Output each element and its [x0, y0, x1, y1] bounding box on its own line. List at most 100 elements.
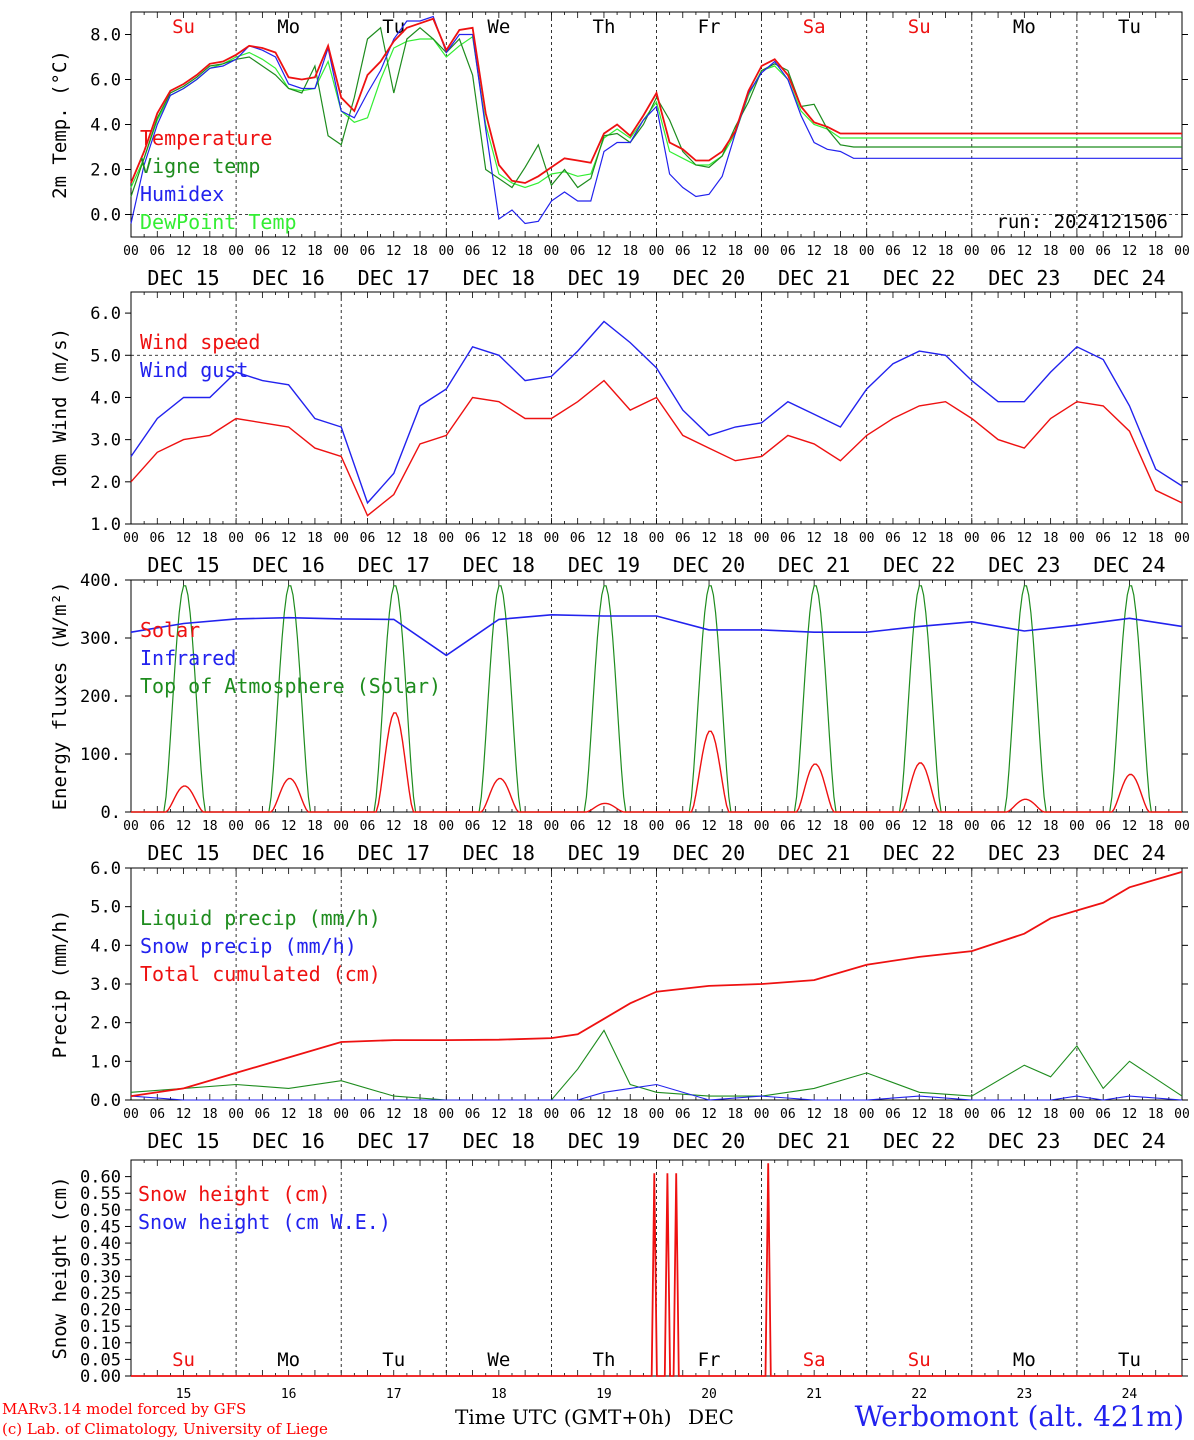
hour-tick-label: 00	[964, 1107, 980, 1122]
y-tick-label: 5.0	[90, 346, 121, 366]
hour-tick-label: 06	[465, 531, 481, 546]
date-label: DEC 18	[463, 266, 535, 290]
y-tick-label: 0.05	[80, 1350, 121, 1370]
date-label: DEC 23	[988, 841, 1060, 865]
hour-tick-label: 12	[491, 244, 507, 259]
hour-tick-label: 00	[1069, 1107, 1085, 1122]
hour-tick-label: 00	[228, 244, 244, 259]
hour-tick-label: 18	[1148, 244, 1164, 259]
day-number-label: 22	[911, 1387, 927, 1402]
hour-tick-label: 06	[570, 819, 586, 834]
y-tick-label: 0.40	[80, 1234, 121, 1254]
hour-tick-label: 18	[622, 1107, 638, 1122]
hour-tick-label: 06	[570, 1107, 586, 1122]
legend-entry: Snow height (cm)	[138, 1182, 331, 1206]
date-label: DEC 15	[147, 553, 219, 577]
hour-tick-label: 06	[675, 531, 691, 546]
month-label: DEC	[688, 1405, 734, 1429]
hour-tick-label: 06	[780, 244, 796, 259]
hour-tick-label: 12	[386, 531, 402, 546]
weekday-label: Tu	[382, 1349, 405, 1371]
hour-tick-label: 12	[806, 819, 822, 834]
hour-tick-label: 06	[465, 1107, 481, 1122]
hour-tick-label: 12	[596, 819, 612, 834]
hour-tick-label: 18	[1148, 819, 1164, 834]
y-axis-label: Snow height (cm)	[49, 1176, 71, 1359]
hour-tick-label: 18	[307, 244, 323, 259]
hour-tick-label: 06	[990, 531, 1006, 546]
date-label: DEC 22	[883, 266, 955, 290]
hour-tick-label: 18	[727, 244, 743, 259]
y-tick-label: 0.30	[80, 1267, 121, 1287]
hour-tick-label: 06	[149, 819, 165, 834]
hour-tick-label: 00	[544, 1107, 560, 1122]
hour-tick-label: 00	[228, 819, 244, 834]
hour-tick-label: 18	[833, 819, 849, 834]
day-number-label: 15	[176, 1387, 192, 1402]
y-axis-label: Energy fluxes (W/m²)	[49, 582, 71, 811]
legend-entry: Snow height (cm W.E.)	[138, 1210, 391, 1234]
hour-tick-label: 06	[360, 244, 376, 259]
day-number-label: 19	[596, 1387, 612, 1402]
date-label: DEC 21	[778, 841, 850, 865]
hour-tick-label: 06	[990, 244, 1006, 259]
legend-entry: DewPoint Temp	[140, 210, 297, 234]
y-tick-label: 0.50	[80, 1201, 121, 1221]
legend-entry: Solar	[140, 618, 200, 642]
hour-tick-label: 12	[701, 531, 717, 546]
hour-tick-label: 18	[202, 1107, 218, 1122]
hour-tick-label: 12	[911, 531, 927, 546]
day-number-label: 21	[806, 1387, 822, 1402]
hour-tick-label: 06	[675, 244, 691, 259]
hour-tick-label: 12	[281, 531, 297, 546]
hour-tick-label: 12	[1122, 531, 1138, 546]
series-line	[130, 320, 1183, 505]
hour-tick-label: 00	[1069, 531, 1085, 546]
weekday-label: Tu	[1118, 16, 1141, 38]
date-label: DEC 19	[568, 553, 640, 577]
date-label: DEC 23	[988, 553, 1060, 577]
hour-tick-label: 18	[1043, 1107, 1059, 1122]
date-label: DEC 17	[358, 1129, 430, 1153]
series-line	[130, 17, 1182, 184]
hour-tick-label: 06	[465, 819, 481, 834]
hour-tick-label: 00	[1174, 1107, 1190, 1122]
hour-tick-label: 00	[228, 531, 244, 546]
y-axis-label: 2m Temp. (°C)	[49, 50, 71, 199]
weekday-label: Fr	[698, 16, 721, 38]
series-line	[130, 379, 1183, 517]
hour-tick-label: 00	[544, 819, 560, 834]
y-tick-label: 6.0	[90, 859, 121, 879]
y-tick-label: 2.0	[90, 1014, 121, 1034]
hour-tick-label: 18	[622, 819, 638, 834]
hour-tick-label: 00	[1174, 244, 1190, 259]
hour-tick-label: 18	[622, 244, 638, 259]
date-label: DEC 24	[1093, 1129, 1165, 1153]
weekday-label: Su	[172, 1349, 195, 1371]
hour-tick-label: 00	[754, 1107, 770, 1122]
weekday-label: Tu	[1118, 1349, 1141, 1371]
hour-tick-label: 18	[1043, 819, 1059, 834]
hour-tick-label: 06	[780, 531, 796, 546]
series-line	[130, 613, 1183, 657]
hour-tick-label: 00	[859, 244, 875, 259]
hour-tick-label: 18	[517, 531, 533, 546]
day-number-label: 18	[491, 1387, 507, 1402]
date-label: DEC 20	[673, 266, 745, 290]
y-tick-label: 4.0	[90, 936, 121, 956]
date-label: DEC 17	[358, 266, 430, 290]
legend-entry: Humidex	[140, 182, 224, 206]
hour-tick-label: 00	[333, 819, 349, 834]
y-tick-label: 0.15	[80, 1317, 121, 1337]
date-label: DEC 22	[883, 841, 955, 865]
series-line	[131, 1163, 1182, 1377]
date-label: DEC 19	[568, 1129, 640, 1153]
date-label: DEC 19	[568, 266, 640, 290]
hour-tick-label: 12	[1017, 819, 1033, 834]
hour-tick-label: 18	[833, 531, 849, 546]
y-tick-label: 1.0	[90, 1052, 121, 1072]
y-axis-label: 10m Wind (m/s)	[49, 328, 71, 488]
date-label: DEC 15	[147, 841, 219, 865]
hour-tick-label: 12	[911, 1107, 927, 1122]
panel-frame	[130, 11, 1183, 238]
